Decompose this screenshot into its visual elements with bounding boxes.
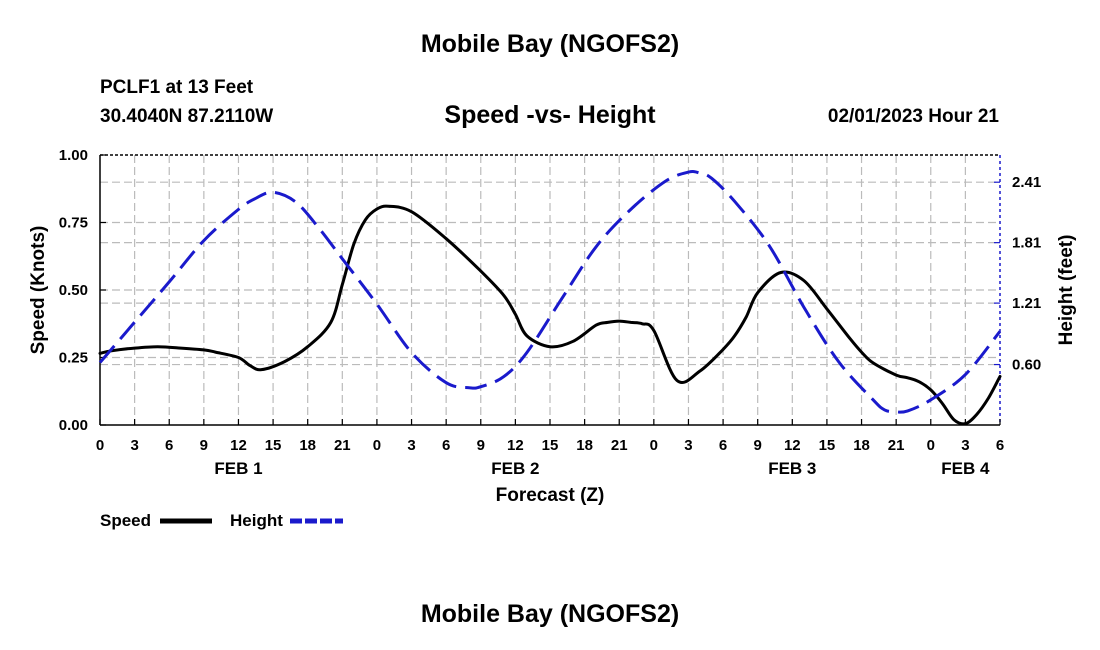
y-left-tick-label: 0.00 [59, 417, 88, 434]
date-label: FEB 4 [941, 459, 990, 478]
y-left-axis-title: Speed (Knots) [28, 226, 49, 355]
series-line-height [98, 170, 1002, 414]
speed-height-chart: 0 3 6 9 12 15 18 21 0 3 6 9 12 15 18 21 0 3 6 9 12 15 18 21 0 3 6F… [28, 147, 1077, 506]
x-tick-label: 15 [819, 437, 836, 454]
forecast-datetime: 02/01/2023 Hour 21 [827, 106, 999, 127]
y-right-tick-label: 1.81 [1012, 235, 1041, 252]
chart-title: Speed -vs- Height [444, 101, 656, 129]
x-tick-label: 18 [299, 437, 316, 454]
page-title: Mobile Bay (NGOFS2) [420, 30, 680, 58]
y-left-tick-label: 1.00 [59, 147, 88, 164]
station-coordinates: 30.4040N 87.2110W [100, 106, 274, 127]
series-line-speed [98, 204, 1002, 426]
x-tick-label: 6 [165, 437, 173, 454]
x-tick-label: 12 [230, 437, 247, 454]
x-tick-label: 9 [477, 437, 485, 454]
x-tick-label: 0 [650, 437, 658, 454]
y-left-tick-label: 0.50 [59, 282, 88, 299]
footer-title: Mobile Bay (NGOFS2) [420, 600, 680, 628]
x-tick-label: 6 [442, 437, 450, 454]
date-label: FEB 3 [768, 459, 816, 478]
x-tick-label: 18 [853, 437, 870, 454]
y-right-tick-label: 1.21 [1012, 295, 1041, 312]
date-label: FEB 1 [214, 459, 262, 478]
x-tick-label: 9 [200, 437, 208, 454]
x-tick-label: 3 [130, 437, 138, 454]
x-tick-label: 9 [754, 437, 762, 454]
x-tick-label: 0 [96, 437, 104, 454]
x-tick-label: 21 [888, 437, 905, 454]
y-left-tick-label: 0.75 [59, 215, 88, 232]
x-tick-label: 12 [784, 437, 801, 454]
x-tick-label: 6 [996, 437, 1004, 454]
y-right-tick-label: 2.41 [1012, 174, 1041, 191]
legend-label-speed: Speed [100, 511, 151, 530]
x-tick-label: 3 [961, 437, 969, 454]
x-tick-label: 12 [507, 437, 524, 454]
legend: Speed Height [100, 510, 360, 539]
x-tick-label: 21 [334, 437, 351, 454]
y-right-tick-label: 0.60 [1012, 357, 1041, 374]
x-tick-label: 15 [265, 437, 282, 454]
station-label: PCLF1 at 13 Feet [100, 77, 254, 98]
y-left-tick-label: 0.25 [59, 350, 88, 367]
x-tick-label: 0 [927, 437, 935, 454]
x-tick-label: 15 [542, 437, 559, 454]
y-right-axis-title: Height (feet) [1056, 235, 1077, 346]
x-axis-title: Forecast (Z) [496, 485, 605, 506]
legend-label-height: Height [230, 511, 283, 530]
date-label: FEB 2 [491, 459, 539, 478]
legend-graphic: Speed Height [100, 511, 343, 530]
x-tick-label: 0 [373, 437, 381, 454]
x-tick-label: 18 [576, 437, 593, 454]
x-tick-label: 3 [407, 437, 415, 454]
x-tick-label: 3 [684, 437, 692, 454]
x-tick-label: 6 [719, 437, 727, 454]
x-tick-label: 21 [611, 437, 628, 454]
